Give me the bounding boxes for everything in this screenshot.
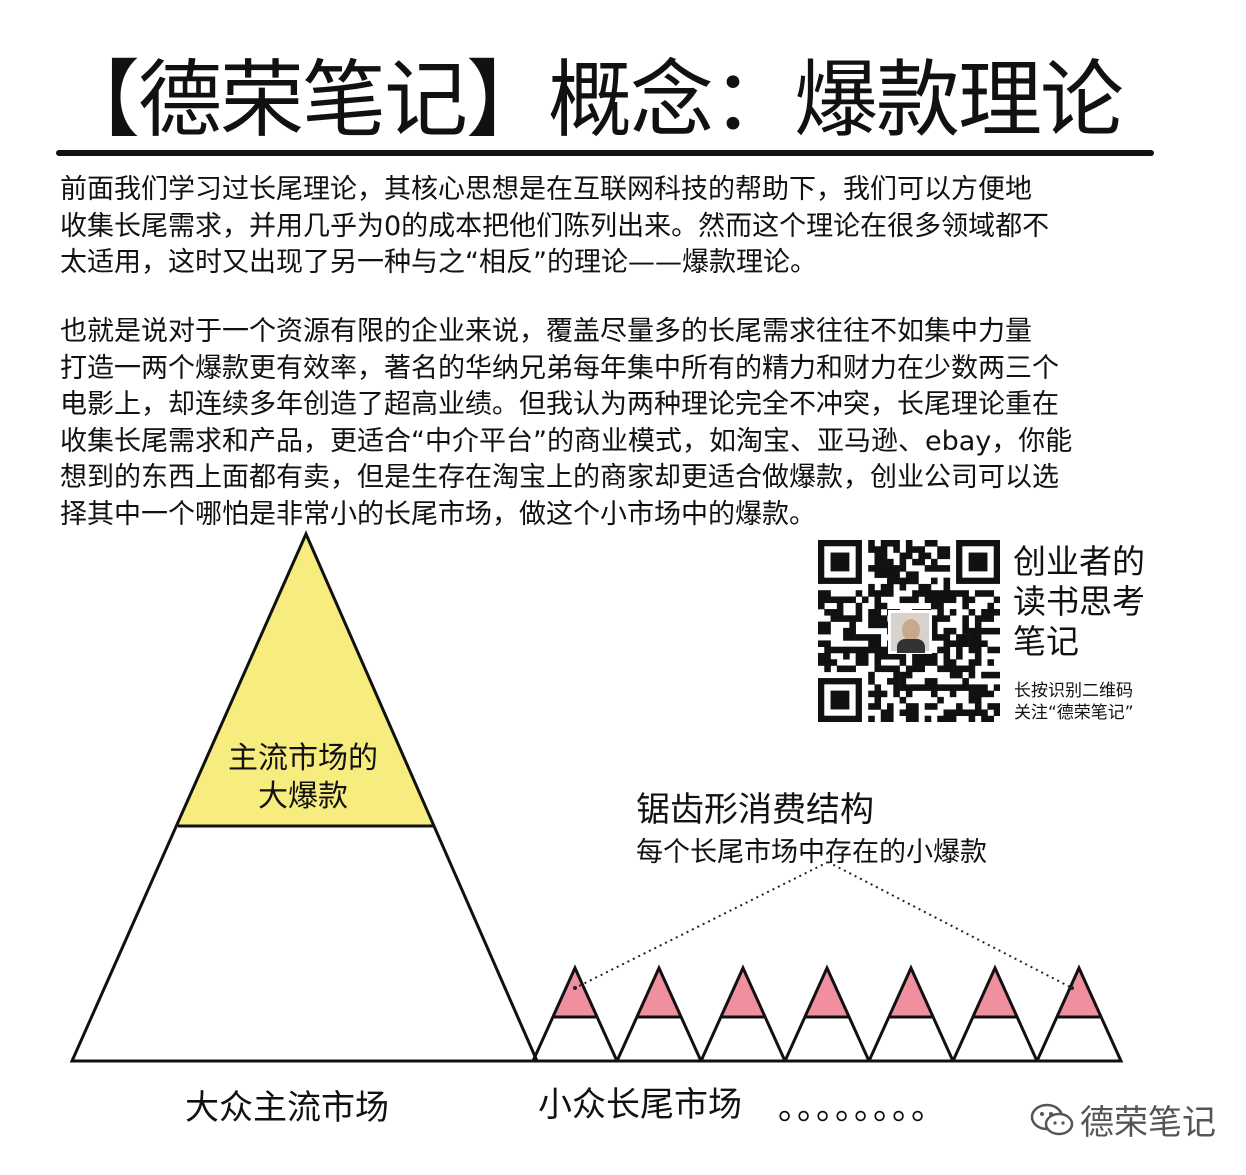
intro-line: 收集长尾需求，并用几乎为0的成本把他们陈列出来。然而这个理论在很多领域都不 xyxy=(60,210,1050,242)
page-title: 【德荣笔记】概念：爆款理论 xyxy=(56,51,1124,149)
explanation-line: 也就是说对于一个资源有限的企业来说，覆盖尽量多的长尾需求往往不如集中力量 xyxy=(60,316,1032,347)
small-peak xyxy=(614,964,704,1063)
wechat-icon xyxy=(1030,1103,1074,1135)
account-name-line: 创业者的 xyxy=(1013,542,1145,581)
qr-hint-line: 长按识别二维码 xyxy=(1014,681,1133,701)
small-peak xyxy=(866,964,956,1063)
marker-dot xyxy=(573,986,577,990)
small-peak xyxy=(698,964,788,1063)
title-underline xyxy=(56,150,1154,156)
big-peak xyxy=(69,530,540,1063)
niche-market-label: 小众长尾市场 xyxy=(538,1085,742,1125)
small-peak xyxy=(950,964,1040,1063)
qr-hint-line: 关注“德荣笔记” xyxy=(1014,703,1134,723)
connector-left xyxy=(574,861,829,989)
intro-line: 太适用，这时又出现了另一种与之“相反”的理论——爆款理论。 xyxy=(60,247,817,278)
peak-label-line: 大爆款 xyxy=(258,779,348,814)
small-peaks-group xyxy=(530,964,1124,1063)
small-peak-top xyxy=(720,968,766,1017)
sawtooth-subtitle: 每个长尾市场中存在的小爆款 xyxy=(636,837,987,868)
account-name-line: 笔记 xyxy=(1013,622,1079,661)
intro-paragraph: 前面我们学习过长尾理论，其核心思想是在互联网科技的帮助下，我们可以方便地 收集长… xyxy=(60,172,1200,282)
small-peak-top xyxy=(972,968,1018,1017)
peak-label: 主流市场的 大爆款 xyxy=(198,740,408,816)
avatar xyxy=(888,610,932,654)
intro-line: 前面我们学习过长尾理论，其核心思想是在互联网科技的帮助下，我们可以方便地 xyxy=(60,174,1032,205)
small-peak-top xyxy=(1056,968,1102,1017)
small-peak-top xyxy=(636,968,682,1017)
explanation-line: 收集长尾需求和产品，更适合“中介平台”的商业模式，如淘宝、亚马逊、ebay，你能 xyxy=(60,425,1073,457)
big-peak-top xyxy=(178,534,433,826)
sawtooth-title: 锯齿形消费结构 xyxy=(636,790,874,830)
trailing-dots: 。。。。。。。。 xyxy=(778,1088,947,1128)
small-peak xyxy=(1034,964,1124,1063)
explanation-line: 打造一两个爆款更有效率，著名的华纳兄弟每年集中所有的精力和财力在少数两三个 xyxy=(60,352,1059,384)
watermark-text: 德荣笔记 xyxy=(1080,1103,1216,1143)
qr-code-icon[interactable] xyxy=(818,540,1001,723)
small-peak-top xyxy=(888,968,934,1017)
marker-dot xyxy=(1070,986,1074,990)
watermark: 德荣笔记 xyxy=(1030,1095,1216,1144)
explanation-paragraph: 也就是说对于一个资源有限的企业来说，覆盖尽量多的长尾需求往往不如集中力量 打造一… xyxy=(60,314,1200,533)
account-name: 创业者的 读书思考 笔记 xyxy=(1013,542,1145,662)
connector-right xyxy=(827,861,1073,989)
qr-hint: 长按识别二维码 关注“德荣笔记” xyxy=(1014,680,1134,724)
small-peak-top xyxy=(804,968,850,1017)
explanation-line: 择其中一个哪怕是非常小的长尾市场，做这个小市场中的爆款。 xyxy=(60,498,816,530)
peak-label-line: 主流市场的 xyxy=(228,741,378,776)
small-peak-top xyxy=(552,968,598,1017)
explanation-line: 想到的东西上面都有卖，但是生存在淘宝上的商家却更适合做爆款，创业公司可以选 xyxy=(60,462,1059,493)
small-peak xyxy=(530,964,620,1063)
account-name-line: 读书思考 xyxy=(1013,582,1145,621)
explanation-line: 电影上，却连续多年创造了超高业绩。但我认为两种理论完全不冲突，长尾理论重在 xyxy=(60,389,1059,420)
small-peak xyxy=(782,964,872,1063)
mass-market-label: 大众主流市场 xyxy=(185,1088,389,1128)
